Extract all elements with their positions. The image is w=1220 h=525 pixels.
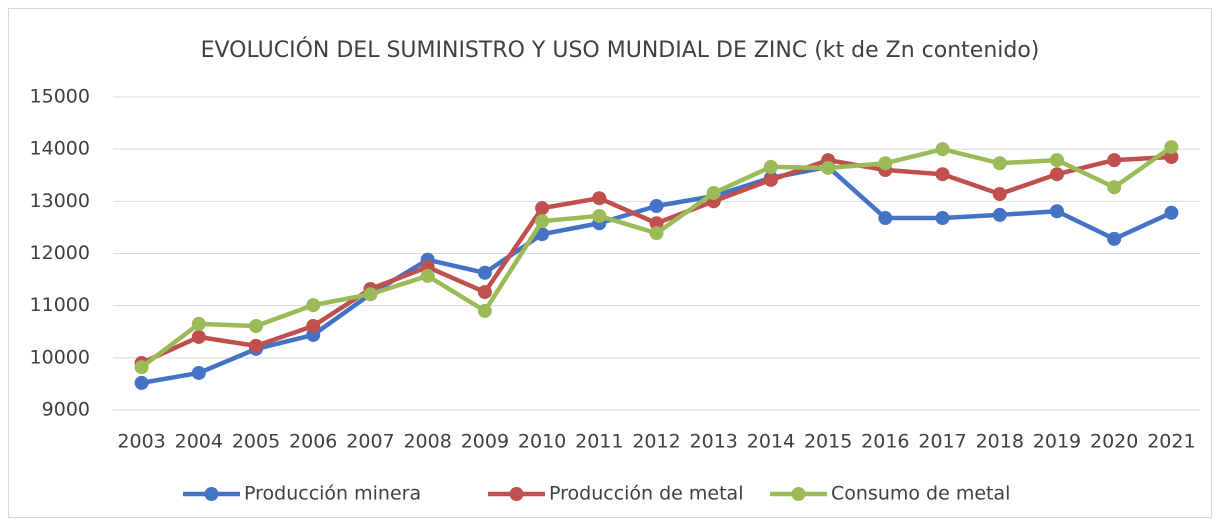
series-marker xyxy=(763,172,778,187)
series-marker xyxy=(592,208,607,223)
y-tick-label: 9000 xyxy=(42,399,90,421)
x-tick-label: 2008 xyxy=(403,431,451,453)
x-tick-label: 2004 xyxy=(175,431,223,453)
series-marker xyxy=(878,156,893,171)
series-marker xyxy=(878,211,893,226)
series-marker xyxy=(935,211,950,226)
x-tick-label: 2010 xyxy=(518,431,566,453)
x-tick-label: 2005 xyxy=(232,431,280,453)
x-tick-label: 2014 xyxy=(747,431,795,453)
chart-title: EVOLUCIÓN DEL SUMINISTRO Y USO MUNDIAL D… xyxy=(201,37,1040,63)
series-marker xyxy=(1164,140,1179,155)
x-tick-label: 2012 xyxy=(632,431,680,453)
y-tick-label: 10000 xyxy=(30,346,90,368)
series-marker xyxy=(535,201,550,216)
series-marker xyxy=(763,159,778,174)
x-tick-label: 2016 xyxy=(861,431,909,453)
x-tick-label: 2011 xyxy=(575,431,623,453)
legend-label: Producción de metal xyxy=(549,483,743,505)
x-tick-label: 2021 xyxy=(1147,431,1195,453)
series-marker xyxy=(191,365,206,380)
x-tick-label: 2017 xyxy=(918,431,966,453)
y-tick-label: 13000 xyxy=(30,190,90,212)
series-marker xyxy=(420,268,435,283)
series-marker xyxy=(477,265,492,280)
series-marker xyxy=(992,187,1007,202)
series-marker xyxy=(1049,153,1064,168)
x-tick-label: 2007 xyxy=(346,431,394,453)
series-marker xyxy=(134,360,149,375)
series-marker xyxy=(249,338,264,353)
chart-border xyxy=(8,8,1212,518)
series-marker xyxy=(992,156,1007,171)
legend-swatch-marker xyxy=(204,487,219,501)
y-tick-label: 11000 xyxy=(30,294,90,316)
series-marker xyxy=(1049,167,1064,182)
series-marker xyxy=(1164,205,1179,220)
series-marker xyxy=(1107,180,1122,195)
series-marker xyxy=(1049,204,1064,219)
series-marker xyxy=(935,167,950,182)
series-marker xyxy=(363,287,378,302)
series-marker xyxy=(535,214,550,229)
series-marker xyxy=(706,185,721,200)
legend-label: Producción minera xyxy=(244,483,421,505)
series-marker xyxy=(649,216,664,231)
series-marker xyxy=(992,207,1007,222)
series-marker xyxy=(134,375,149,390)
x-tick-label: 2013 xyxy=(690,431,738,453)
series-marker xyxy=(1107,231,1122,246)
series-marker xyxy=(306,319,321,334)
series-marker xyxy=(477,303,492,318)
series-marker xyxy=(592,191,607,206)
x-tick-label: 2019 xyxy=(1033,431,1081,453)
series-marker xyxy=(1107,153,1122,168)
legend-swatch-marker xyxy=(791,487,806,501)
series-marker xyxy=(1164,149,1179,164)
x-tick-label: 2006 xyxy=(289,431,337,453)
series-marker xyxy=(649,226,664,241)
x-tick-label: 2015 xyxy=(804,431,852,453)
legend-swatch-marker xyxy=(509,487,524,501)
x-tick-label: 2003 xyxy=(117,431,165,453)
x-tick-label: 2020 xyxy=(1090,431,1138,453)
x-tick-label: 2009 xyxy=(461,431,509,453)
y-tick-label: 14000 xyxy=(30,138,90,160)
series-marker xyxy=(477,285,492,300)
x-tick-label: 2018 xyxy=(976,431,1024,453)
series-marker xyxy=(191,316,206,331)
series-marker xyxy=(935,142,950,157)
series-marker xyxy=(249,319,264,334)
y-tick-label: 15000 xyxy=(30,86,90,108)
series-marker xyxy=(649,199,664,214)
series-marker xyxy=(821,160,836,175)
series-marker xyxy=(191,329,206,344)
series-marker xyxy=(306,298,321,313)
legend-label: Consumo de metal xyxy=(831,483,1010,505)
y-tick-label: 12000 xyxy=(30,242,90,264)
